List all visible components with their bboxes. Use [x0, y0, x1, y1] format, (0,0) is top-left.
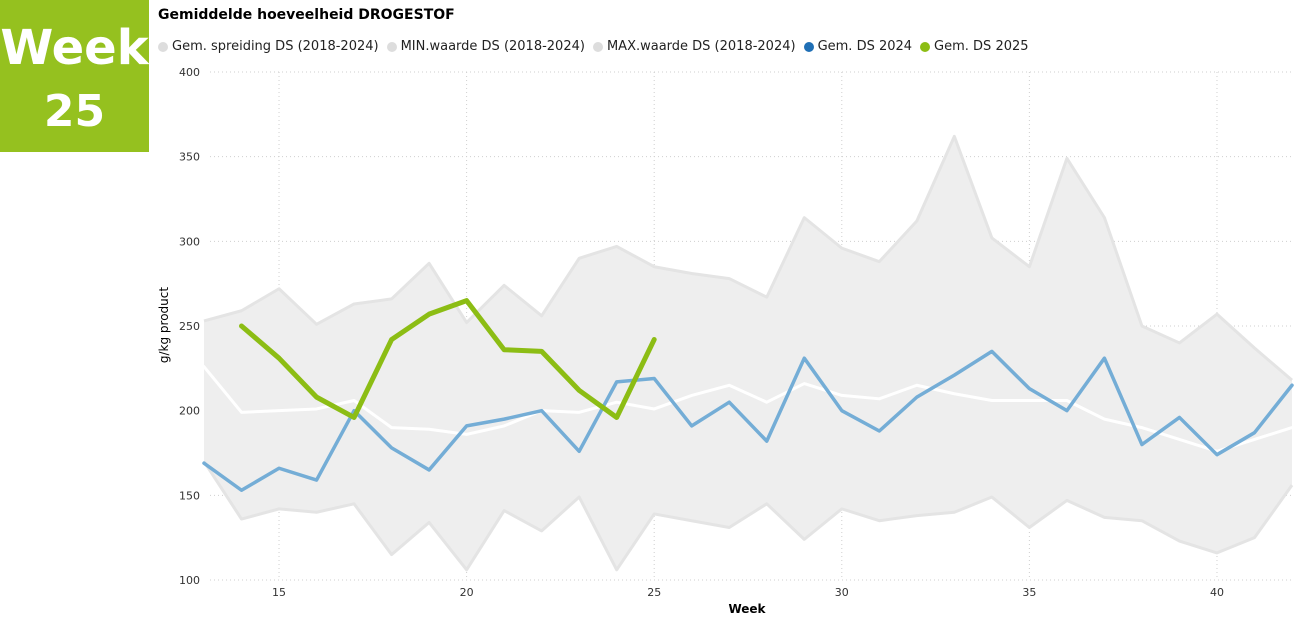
x-tick-label: 25 [647, 586, 661, 599]
y-tick-label: 150 [179, 489, 200, 502]
legend-label: MAX.waarde DS (2018-2024) [606, 39, 796, 54]
y-tick-label: 350 [179, 151, 200, 164]
legend-label: Gem. DS 2025 [934, 39, 1029, 54]
x-tick-label: 40 [1210, 586, 1224, 599]
average-spread-line [202, 365, 1294, 453]
legend-marker [920, 41, 931, 52]
y-tick-label: 200 [179, 405, 200, 418]
x-tick-label: 20 [460, 586, 474, 599]
chart-legend: Gem. spreiding DS (2018-2024) MIN.waarde… [158, 39, 1029, 54]
legend-label: MIN.waarde DS (2018-2024) [400, 39, 585, 54]
week-badge-number: 25 [43, 86, 106, 137]
legend-marker [158, 41, 168, 52]
y-tick-label: 400 [179, 66, 200, 79]
range-band-layer [202, 134, 1294, 572]
x-tick-label: 15 [272, 586, 286, 599]
legend-marker [592, 41, 603, 52]
legend-item-ds-2025[interactable]: Gem. DS 2025 [920, 39, 1029, 54]
week-badge: Week 25 [0, 0, 149, 152]
series-layer [202, 298, 1294, 493]
legend-item-spreiding[interactable]: Gem. spreiding DS (2018-2024) [158, 39, 379, 54]
min-line [202, 460, 1294, 572]
legend-marker [386, 41, 397, 52]
tick-layer: 100 150 200 250 300 350 400 15 20 25 30 35 40 [179, 66, 1224, 599]
legend-item-max[interactable]: MAX.waarde DS (2018-2024) [592, 39, 796, 54]
y-axis-title: g/kg product [157, 287, 171, 363]
legend-item-min[interactable]: MIN.waarde DS (2018-2024) [386, 39, 585, 54]
range-band-area [204, 136, 1292, 570]
ds-2025-line [239, 298, 657, 420]
x-axis-title: Week [728, 602, 766, 616]
week-badge-label: Week [0, 20, 149, 76]
x-tick-label: 35 [1022, 586, 1036, 599]
legend-label: Gem. DS 2024 [817, 39, 913, 54]
chart-title: Gemiddelde hoeveelheid DROGESTOF [158, 7, 455, 23]
y-tick-label: 300 [179, 235, 200, 248]
legend-marker [803, 41, 814, 52]
x-tick-label: 30 [835, 586, 849, 599]
max-line [203, 134, 1293, 382]
ds-2024-line [202, 349, 1294, 493]
y-tick-label: 100 [179, 574, 200, 587]
y-tick-label: 250 [179, 320, 200, 333]
legend-label: Gem. spreiding DS (2018-2024) [172, 39, 379, 54]
legend-item-ds-2024[interactable]: Gem. DS 2024 [803, 39, 913, 54]
